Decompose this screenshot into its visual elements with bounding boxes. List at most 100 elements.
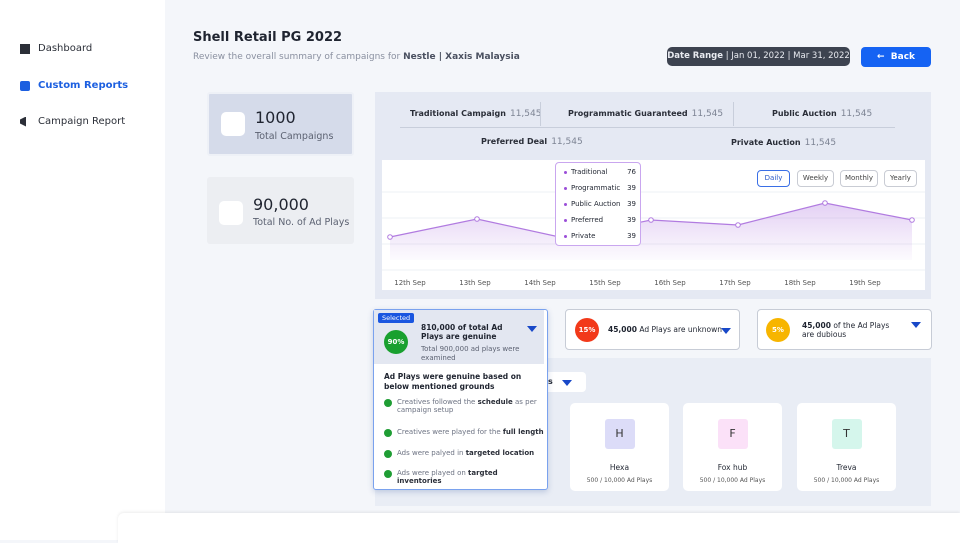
partner-initial: T: [831, 419, 862, 449]
divider: [733, 102, 734, 126]
page-title: Shell Retail PG 2022: [193, 30, 343, 45]
line-chart: 12th Sep 13th Sep 14th Sep 15th Sep 16th Sep…: [382, 191, 925, 287]
nav-label: Custom Reports: [38, 80, 129, 91]
check-icon: [384, 429, 392, 437]
tooltip-row: Private 39: [564, 232, 636, 240]
ground-item: Creatives were played for the full lengt…: [384, 428, 544, 437]
nav-item[interactable]: Campaign Report: [20, 116, 125, 127]
count: 45,000: [608, 325, 637, 334]
x-tick-label: 15th Sep: [589, 279, 621, 287]
ground-part: full length: [502, 428, 544, 436]
ground-text: Ads were palyed in targeted location: [397, 449, 534, 458]
summary-item: Preferred Deal 11,545: [481, 137, 583, 147]
ground-part: Ads were played on: [397, 469, 466, 477]
x-tick-label: 13th Sep: [459, 279, 491, 287]
ground-part: Ads were palyed in: [397, 449, 464, 457]
date-range[interactable]: Date Range | Jan 01, 2022 | Mar 31, 2022: [667, 47, 850, 66]
period-button[interactable]: Yearly: [884, 170, 917, 187]
tooltip-value: 39: [627, 232, 636, 240]
verdict-card[interactable]: 15% 45,000 Ad Plays are unknown: [565, 309, 740, 350]
verdict-desc: Ad Plays are unknown: [639, 325, 723, 334]
summary-value: 11,545: [840, 109, 873, 119]
footer-bar: [118, 513, 960, 543]
partner-name: Fox hub: [717, 463, 748, 472]
tooltip-row: Programmatic 39: [564, 184, 636, 192]
subtitle-text: Review the overall summary of campaigns …: [193, 52, 401, 62]
stat-card[interactable]: 1000 Total Campaigns: [207, 92, 354, 156]
percent-badge: 5%: [766, 318, 790, 342]
count: 45,000: [802, 321, 831, 330]
date-range-value: | Jan 01, 2022 | Mar 31, 2022: [725, 51, 850, 61]
point: [648, 217, 654, 223]
tooltip-name: Private: [571, 232, 596, 240]
partner-card[interactable]: F Fox hub 500 / 10,000 Ad Plays: [683, 403, 782, 491]
partner-name: Treva: [836, 463, 857, 472]
summary-item: Private Auction 11,545: [731, 138, 836, 148]
x-tick-label: 19th Sep: [849, 279, 881, 287]
subtitle: Review the overall summary of campaigns …: [193, 52, 520, 62]
summary-item: Programmatic Guaranteed 11,545: [568, 109, 723, 119]
partner-initial: F: [717, 419, 748, 449]
point: [909, 217, 915, 223]
ground-part: Creatives followed the: [397, 398, 476, 406]
verdict-title: 810,000 of total Ad Plays are genuine: [421, 323, 503, 341]
tooltip-row: Preferred 39: [564, 216, 636, 224]
x-tick-label: 12th Sep: [394, 279, 426, 287]
partner-card[interactable]: T Treva 500 / 10,000 Ad Plays: [797, 403, 896, 491]
ground-text: Creatives were played for the full lengt…: [397, 428, 544, 437]
chevron: [911, 322, 921, 328]
ground-part: schedule: [477, 398, 513, 406]
summary-item: Traditional Campaign 11,545: [410, 109, 541, 119]
selected-badge: Selected: [378, 313, 415, 323]
back-label: Back: [890, 52, 916, 62]
ground-part: targeted location: [465, 449, 535, 457]
partner-card[interactable]: H Hexa 500 / 10,000 Ad Plays: [570, 403, 669, 491]
partner-plays: 500 / 10,000 Ad Plays: [699, 477, 766, 484]
summary-label: Preferred Deal: [481, 137, 548, 146]
subtitle-client: Nestle | Xaxis Malaysia: [403, 52, 520, 62]
partner-plays: 500 / 10,000 Ad Plays: [813, 477, 880, 484]
verdict-popover[interactable]: Selected 90% 810,000 of total Ad Plays a…: [373, 309, 548, 490]
dropdown-label: s: [548, 377, 553, 386]
tooltip-name: Traditional: [571, 168, 608, 176]
point: [822, 200, 828, 206]
stat-card[interactable]: 90,000 Total No. of Ad Plays: [207, 177, 354, 244]
nav-label: Campaign Report: [38, 116, 126, 127]
grounds-heading: Ad Plays were genuine based on below men…: [384, 372, 522, 391]
point: [735, 222, 741, 228]
divider: [540, 102, 541, 126]
tooltip-value: 76: [627, 168, 636, 176]
summary-value: 11,545: [509, 109, 542, 119]
tooltip-value: 39: [627, 184, 636, 192]
period-button[interactable]: Daily: [757, 170, 790, 187]
partner-initial: H: [604, 419, 635, 449]
summary-label: Traditional Campaign: [410, 109, 506, 118]
summary-item: Public Auction 11,545: [772, 109, 872, 119]
back-button[interactable]: ← Back: [861, 47, 931, 67]
period-button[interactable]: Weekly: [797, 170, 834, 187]
x-tick-label: 17th Sep: [719, 279, 751, 287]
percent-badge: 15%: [575, 318, 599, 342]
summary-value: 11,545: [551, 137, 583, 147]
stat-label: Total No. of Ad Plays: [253, 217, 350, 228]
summary-value: 11,545: [804, 138, 837, 148]
tooltip-row: Public Auction 39: [564, 200, 636, 208]
ground-item: Ads were palyed in targeted location: [384, 449, 544, 458]
period-button[interactable]: Monthly: [840, 170, 878, 187]
point: [387, 234, 393, 240]
area: [390, 203, 912, 260]
ground-part: Creatives were played for the: [397, 428, 501, 436]
verdict-text: 45,000 Ad Plays are unknown: [608, 325, 722, 334]
nav-item[interactable]: Dashboard: [20, 43, 92, 54]
tooltip: Traditional 76 Programmatic 39 Public Auctio…: [555, 162, 641, 246]
date-range-label: Date Range: [667, 51, 723, 61]
icon: [219, 201, 243, 225]
nav-item[interactable]: Custom Reports: [20, 80, 128, 91]
chart-area: 12th Sep 13th Sep 14th Sep 15th Sep 16th Sep…: [382, 160, 925, 290]
summary-label: Private Auction: [731, 138, 801, 147]
partner-name: Hexa: [609, 463, 630, 472]
tooltip-name: Public Auction: [571, 200, 621, 208]
tooltip-row: Traditional 76: [564, 168, 636, 176]
icon: [20, 116, 26, 127]
verdict-card[interactable]: 5% 45,000 of the Ad Plays are dubious: [757, 309, 932, 350]
